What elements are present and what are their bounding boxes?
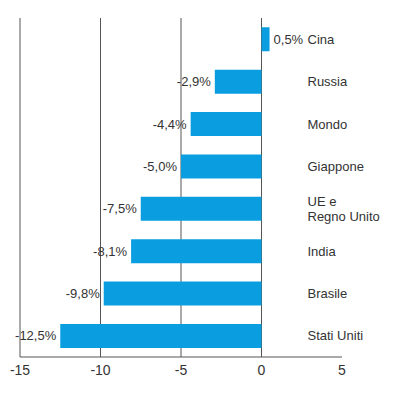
svg-text:India: India [308,244,337,259]
svg-text:-8,1%: -8,1% [93,244,127,259]
svg-text:UE eRegno Unito: UE eRegno Unito [308,194,380,224]
svg-text:Giappone: Giappone [308,159,364,174]
svg-text:5: 5 [338,362,346,378]
svg-text:-9,8%: -9,8% [66,286,100,301]
svg-text:Russia: Russia [308,74,349,89]
svg-text:-5,0%: -5,0% [143,159,177,174]
svg-text:-2,9%: -2,9% [177,74,211,89]
svg-text:Stati Uniti: Stati Uniti [308,328,364,343]
svg-text:-4,4%: -4,4% [153,117,187,132]
svg-text:0,5%: 0,5% [274,32,304,47]
svg-text:0: 0 [258,362,266,378]
svg-text:Brasile: Brasile [308,286,348,301]
svg-text:Cina: Cina [308,32,336,47]
svg-text:-10: -10 [90,362,110,378]
svg-text:-12,5%: -12,5% [15,328,57,343]
svg-text:-5: -5 [175,362,188,378]
svg-text:Mondo: Mondo [308,117,348,132]
svg-text:-15: -15 [10,362,30,378]
svg-text:-7,5%: -7,5% [103,201,137,216]
